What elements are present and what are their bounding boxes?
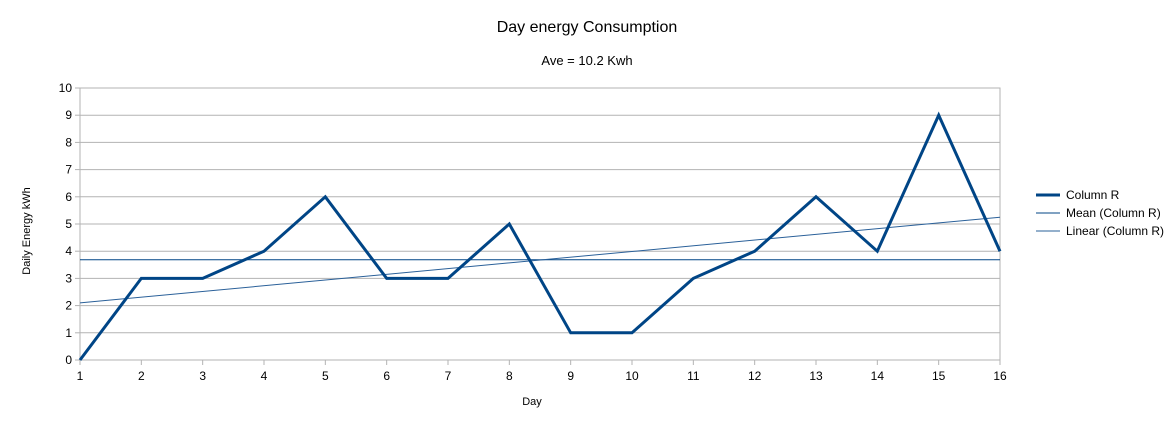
x-tick-label-12: 12 xyxy=(748,369,762,383)
grid-lines xyxy=(80,87,1000,361)
series-line-column-r xyxy=(78,111,1002,361)
x-tick-label-14: 14 xyxy=(871,369,885,383)
legend-label-mean: Mean (Column R) xyxy=(1066,206,1161,220)
x-tick-label-3: 3 xyxy=(199,369,206,383)
chart-subtitle: Ave = 10.2 Kwh xyxy=(541,53,632,68)
legend-label-linear: Linear (Column R) xyxy=(1066,224,1164,238)
x-axis-label: Day xyxy=(522,396,542,408)
y-axis-label: Daily Energy kWh xyxy=(21,187,33,274)
x-tick-label-9: 9 xyxy=(567,369,574,383)
y-tick-label-8: 8 xyxy=(65,135,72,149)
plot-area-border xyxy=(79,87,1001,361)
y-tick-label-10: 10 xyxy=(59,81,73,95)
chart-title: Day energy Consumption xyxy=(497,19,678,36)
y-tick-label-3: 3 xyxy=(65,271,72,285)
x-tick-label-2: 2 xyxy=(138,369,145,383)
y-tick-label-6: 6 xyxy=(65,190,72,204)
x-tick-label-5: 5 xyxy=(322,369,329,383)
data-lines xyxy=(78,111,1002,361)
y-tick-label-9: 9 xyxy=(65,108,72,122)
y-tick-label-0: 0 xyxy=(65,353,72,367)
x-tick-label-15: 15 xyxy=(932,369,946,383)
x-tick-label-11: 11 xyxy=(687,369,700,383)
y-tick-label-5: 5 xyxy=(65,217,72,231)
y-axis-ticks: 0 1 2 3 4 5 6 7 8 9 10 xyxy=(59,81,80,367)
x-tick-label-8: 8 xyxy=(506,369,513,383)
x-tick-label-7: 7 xyxy=(445,369,452,383)
y-tick-label-2: 2 xyxy=(65,299,72,313)
x-tick-label-4: 4 xyxy=(261,369,268,383)
y-tick-label-4: 4 xyxy=(65,244,72,258)
trend-line xyxy=(79,216,1001,304)
x-tick-label-13: 13 xyxy=(809,369,823,383)
y-tick-label-7: 7 xyxy=(65,163,72,177)
legend-label-column-r: Column R xyxy=(1066,188,1120,202)
x-axis-ticks: 1 2 3 4 5 6 7 8 9 10 11 12 13 14 15 16 xyxy=(77,360,1007,383)
legend: Column R Mean (Column R) Linear (Column … xyxy=(1036,188,1164,238)
x-tick-label-16: 16 xyxy=(993,369,1007,383)
y-tick-label-1: 1 xyxy=(65,326,72,340)
x-tick-label-10: 10 xyxy=(625,369,639,383)
x-tick-label-6: 6 xyxy=(383,369,390,383)
x-tick-label-1: 1 xyxy=(77,369,84,383)
